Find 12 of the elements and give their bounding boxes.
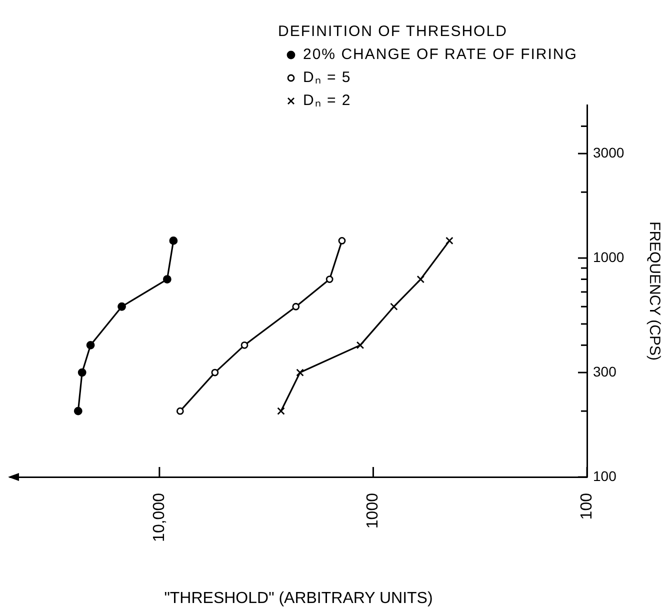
- x-tick-label: 10,000: [150, 492, 168, 542]
- y-tick-label: 3000: [593, 144, 624, 160]
- legend-title: DEFINITION OF THRESHOLD: [278, 22, 508, 42]
- y-tick-label: 300: [593, 363, 617, 380]
- y-axis-title: FREQUENCY (CPS): [646, 222, 663, 360]
- x-tick-label: 1000: [364, 492, 382, 529]
- legend-label: 20% CHANGE OF RATE OF FIRING: [303, 45, 578, 65]
- y-tick-label: 100: [593, 468, 617, 484]
- x-axis-title: "THRESHOLD" (ARBITRARY UNITS): [164, 590, 433, 607]
- y-tick-label: 1000: [593, 248, 624, 265]
- legend-label: Dₙ = 5: [303, 68, 352, 88]
- legend-label: Dₙ = 2: [303, 91, 352, 111]
